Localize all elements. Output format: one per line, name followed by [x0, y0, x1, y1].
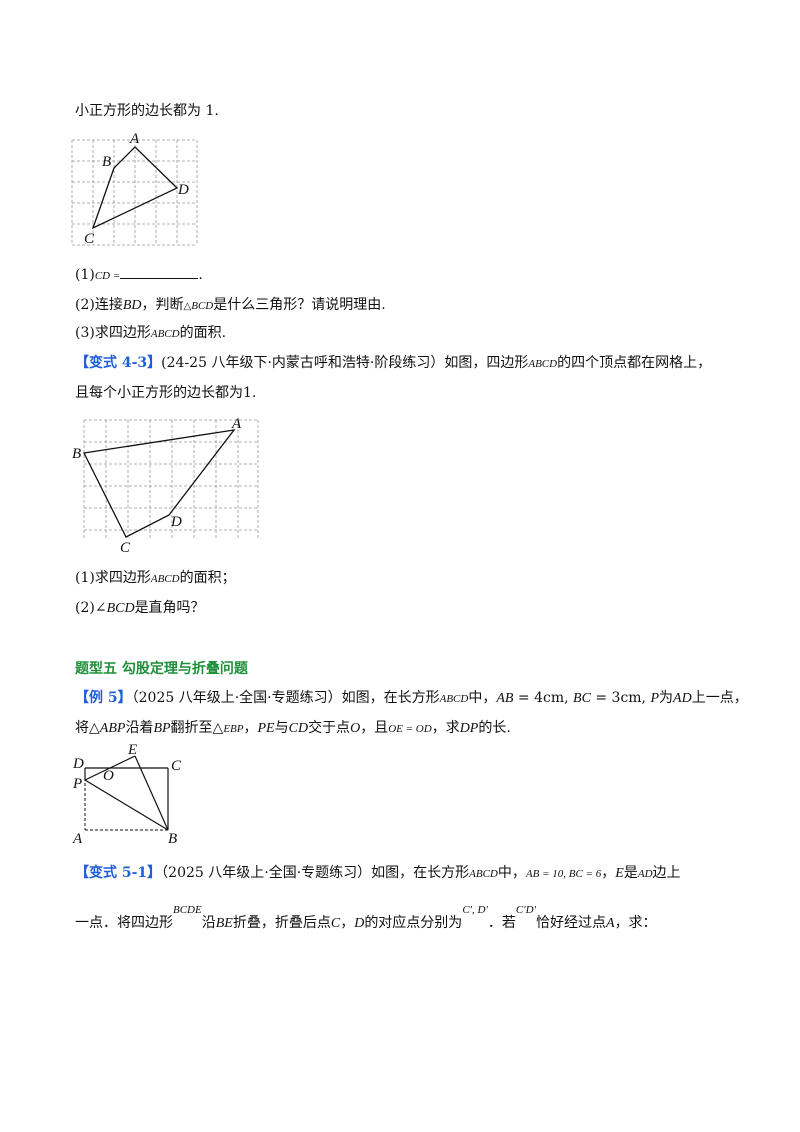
label-d: D	[177, 182, 189, 198]
quad-abcd-1	[91, 146, 179, 230]
figure-fold-rectangle: D E O C P A B	[72, 742, 182, 847]
variant-5-1-line2: 一点．将四边形BCDE沿BE折叠，折叠后点C，D的对应点分别为C′, D′．若C…	[75, 904, 657, 931]
label-c: C	[84, 231, 95, 247]
section-5-title: 题型五 勾股定理与折叠问题	[75, 661, 248, 677]
variant-4-3-q2: (2)∠BCD是直角吗？	[75, 600, 205, 616]
label-b: B	[72, 446, 81, 462]
label-a: A	[129, 131, 140, 147]
question-1: (1)CD =.	[75, 266, 203, 283]
label-d: D	[170, 514, 182, 530]
question-2: (2)连接BD，判断△BCD是什么三角形？请说明理由.	[75, 297, 386, 313]
variant-4-3-line2: 且每个小正方形的边长都为1.	[75, 385, 257, 401]
figure-grid-quadrilateral-1: A B C D	[71, 131, 198, 247]
intro-line: 小正方形的边长都为 1.	[75, 103, 219, 119]
variant-4-3-q1: (1)求四边形ABCD的面积；	[75, 570, 236, 586]
variant-5-1-line1: 【变式 5-1】（2025 八年级上·全国·专题练习）如图，在长方形ABCD中，…	[75, 865, 681, 881]
variant-4-3-line1: 【变式 4-3】(24-25 八年级下·内蒙古呼和浩特·阶段练习）如图，四边形A…	[75, 355, 712, 371]
label-e: E	[127, 742, 137, 758]
question-3: (3)求四边形ABCD的面积.	[75, 325, 227, 341]
quad-abcd-2	[83, 429, 236, 538]
label-b: B	[168, 831, 177, 847]
label-c: C	[120, 540, 131, 556]
label-a: A	[231, 416, 242, 432]
label-c: C	[171, 758, 182, 774]
example-5-line2: 将△ABP沿着BP翻折至△EBP，PE与CD交于点O，且OE = OD，求DP的…	[75, 720, 511, 736]
answer-blank[interactable]	[120, 266, 199, 279]
label-a: A	[72, 831, 83, 847]
label-o: O	[103, 768, 114, 784]
label-b: B	[102, 154, 111, 170]
example-5-line1: 【例 5】（2025 八年级上·全国·专题练习）如图，在长方形ABCD中，AB …	[75, 690, 748, 706]
label-p: P	[72, 776, 82, 792]
figure-grid-quadrilateral-2: A B C D	[72, 416, 259, 556]
label-d: D	[72, 756, 84, 772]
